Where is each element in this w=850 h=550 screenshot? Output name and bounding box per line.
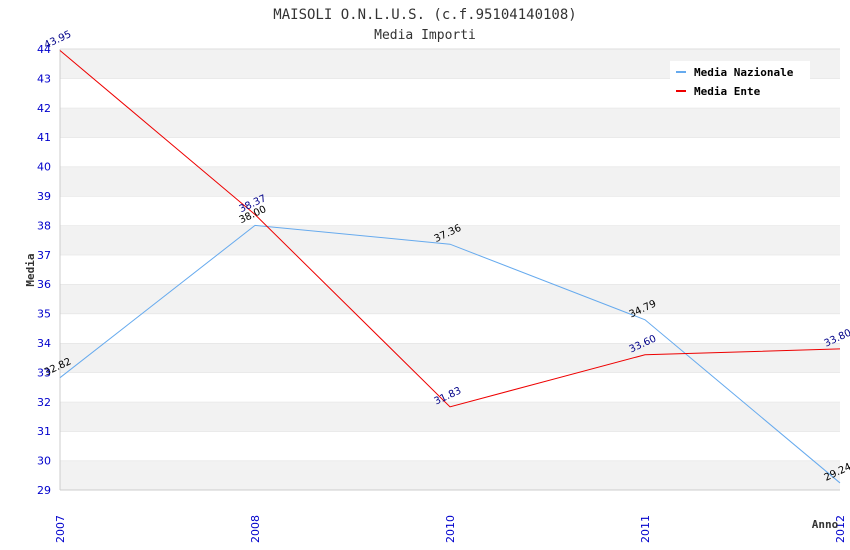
y-tick-label: 32 — [37, 396, 51, 409]
y-tick-label: 31 — [37, 425, 51, 438]
y-axis-ticks: 29 30 31 32 33 34 35 36 37 38 39 40 41 42 43 44 — [37, 43, 51, 497]
x-tick-label: 2012 — [834, 515, 847, 543]
x-axis-ticks: 2007 2008 2010 2011 2012 — [54, 515, 847, 543]
grid-band — [60, 254, 840, 285]
y-tick-label: 35 — [37, 308, 51, 321]
x-tick-label: 2010 — [444, 515, 457, 543]
chart-title: MAISOLI O.N.L.U.S. (c.f.95104140108) — [273, 7, 576, 23]
legend-box — [670, 61, 810, 101]
y-tick-label: 36 — [37, 278, 51, 291]
y-tick-label: 44 — [37, 43, 51, 56]
chart-subtitle: Media Importi — [374, 28, 476, 43]
grid-band — [60, 196, 840, 226]
y-tick-label: 37 — [37, 249, 51, 262]
y-tick-label: 41 — [37, 131, 51, 144]
grid-band — [60, 225, 840, 255]
y-tick-label: 38 — [37, 219, 51, 232]
grid-band — [60, 343, 840, 373]
legend-label: Media Ente — [694, 85, 761, 98]
grid-band — [60, 137, 840, 167]
x-tick-label: 2007 — [54, 515, 67, 543]
legend-label: Media Nazionale — [694, 66, 794, 79]
y-tick-label: 29 — [37, 484, 51, 497]
series-group — [59, 50, 841, 484]
y-tick-label: 34 — [37, 337, 51, 350]
y-tick-label: 42 — [37, 102, 51, 115]
x-tick-label: 2008 — [249, 515, 262, 543]
y-axis-label: Media — [24, 253, 37, 286]
y-tick-label: 40 — [37, 161, 51, 174]
grid-band — [60, 166, 840, 196]
grid-band — [60, 372, 840, 402]
grid-band — [60, 107, 840, 138]
y-tick-label: 43 — [37, 72, 51, 85]
grid-bands — [60, 48, 840, 490]
x-axis-label: Anno — [812, 518, 839, 531]
y-tick-label: 33 — [37, 366, 51, 379]
grid-band — [60, 460, 840, 490]
y-tick-label: 39 — [37, 190, 51, 203]
series-line — [59, 224, 841, 484]
legend: Media Nazionale Media Ente — [670, 61, 810, 101]
grid-band — [60, 284, 840, 314]
series-line — [59, 50, 841, 408]
grid-band — [60, 431, 840, 461]
data-label: 43.95 — [43, 29, 74, 51]
grid-band — [60, 313, 840, 343]
x-tick-label: 2011 — [639, 515, 652, 543]
y-tick-label: 30 — [37, 455, 51, 468]
